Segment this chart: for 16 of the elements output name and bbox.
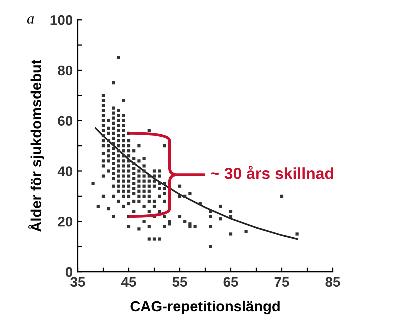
y-tick-label: 100 <box>50 15 73 26</box>
x-tick-label: 35 <box>70 277 86 288</box>
y-axis-title: Ålder för sjukdomsdebut <box>28 60 44 232</box>
x-tick-label: 75 <box>274 277 290 288</box>
y-tick-label: 0 <box>66 267 73 278</box>
text: a <box>27 16 34 24</box>
x-tick-label: 55 <box>172 277 188 288</box>
x-tick-label: 65 <box>224 277 238 288</box>
x-tick-label: 85 <box>326 277 340 288</box>
y-tick-label: 20 <box>58 216 73 227</box>
x-axis-title: CAG-repetitionslängd <box>130 300 280 315</box>
x-tick-label: 45 <box>121 277 136 288</box>
y-tick-label: 80 <box>58 66 73 76</box>
y-tick-label: 40 <box>58 166 73 176</box>
y-tick-label: 60 <box>58 116 73 126</box>
annotation: ~ 30 års skillnad <box>211 166 334 180</box>
